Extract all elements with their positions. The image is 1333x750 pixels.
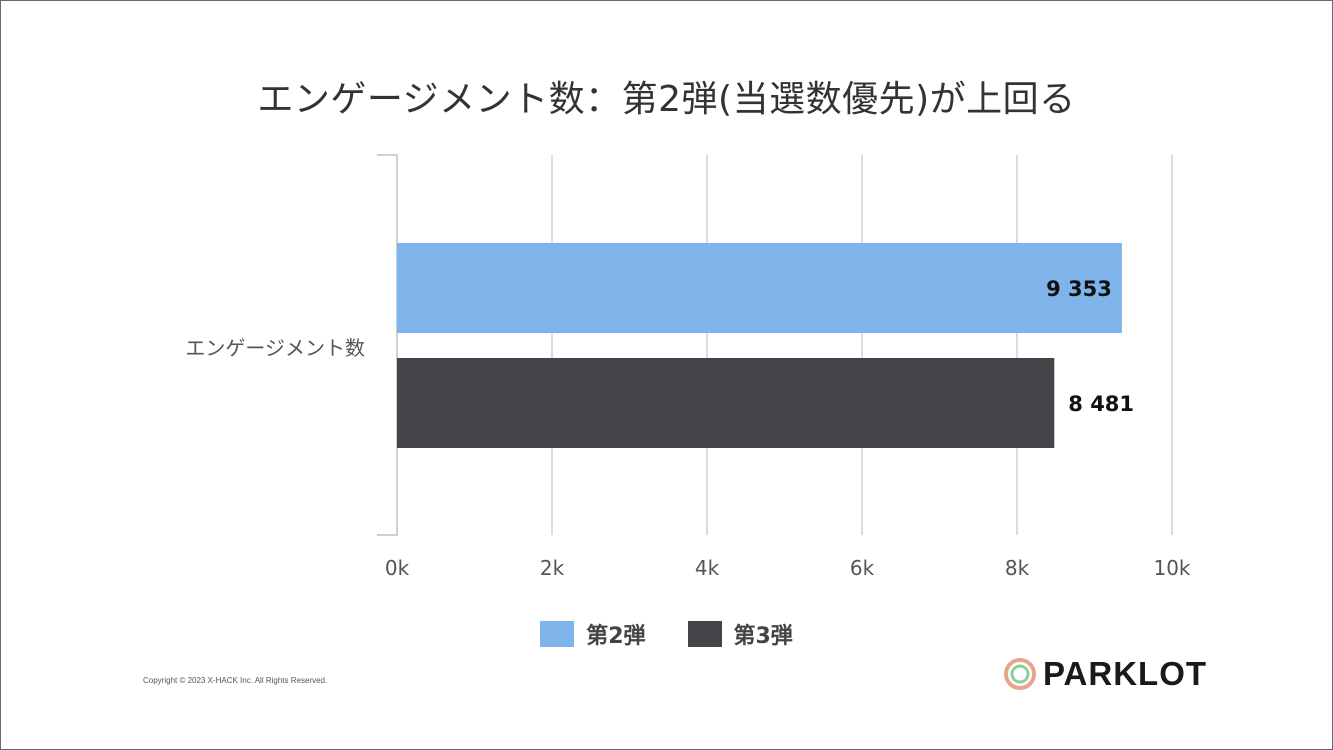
copyright-text: Copyright © 2023 X-HACK Inc. All Rights … xyxy=(143,676,328,685)
data-label-series-1: 9 353 xyxy=(1046,277,1112,301)
legend-swatch-series-2 xyxy=(687,621,722,647)
legend: 第2弾 第3弾 xyxy=(0,618,1333,650)
bars: 9 353 8 481 xyxy=(397,243,1134,448)
chart-title: エンゲージメント数：第2弾(当選数優先)が上回る xyxy=(257,79,1076,120)
grid-lines xyxy=(551,155,1173,535)
logo-text: PARKLOT xyxy=(1043,655,1208,692)
logo-ring-icon xyxy=(1004,658,1036,690)
x-tick-label: 4k xyxy=(695,556,720,580)
bar-series-1 xyxy=(397,243,1122,333)
bar-series-2 xyxy=(397,358,1055,448)
x-tick-label: 8k xyxy=(1005,556,1030,580)
legend-swatch-series-1 xyxy=(540,621,575,647)
legend-item-series-2[interactable]: 第3弾 xyxy=(687,618,793,650)
x-tick-label: 0k xyxy=(385,556,410,580)
legend-item-series-1[interactable]: 第2弾 xyxy=(540,618,646,650)
x-tick-label: 6k xyxy=(850,556,875,580)
category-label: エンゲージメント数 xyxy=(185,336,365,360)
x-tick-label: 10k xyxy=(1153,556,1190,580)
category-axis: エンゲージメント数 xyxy=(185,154,398,536)
category-axis-line xyxy=(377,154,398,536)
x-tick-label: 2k xyxy=(540,556,565,580)
parklot-logo: PARKLOT xyxy=(1003,655,1207,693)
legend-label-series-2: 第3弾 xyxy=(733,624,793,649)
x-axis-ticks: 0k 2k 4k 6k 8k 10k xyxy=(385,556,1191,580)
data-label-series-2: 8 481 xyxy=(1068,392,1134,416)
legend-label-series-1: 第2弾 xyxy=(586,624,646,649)
